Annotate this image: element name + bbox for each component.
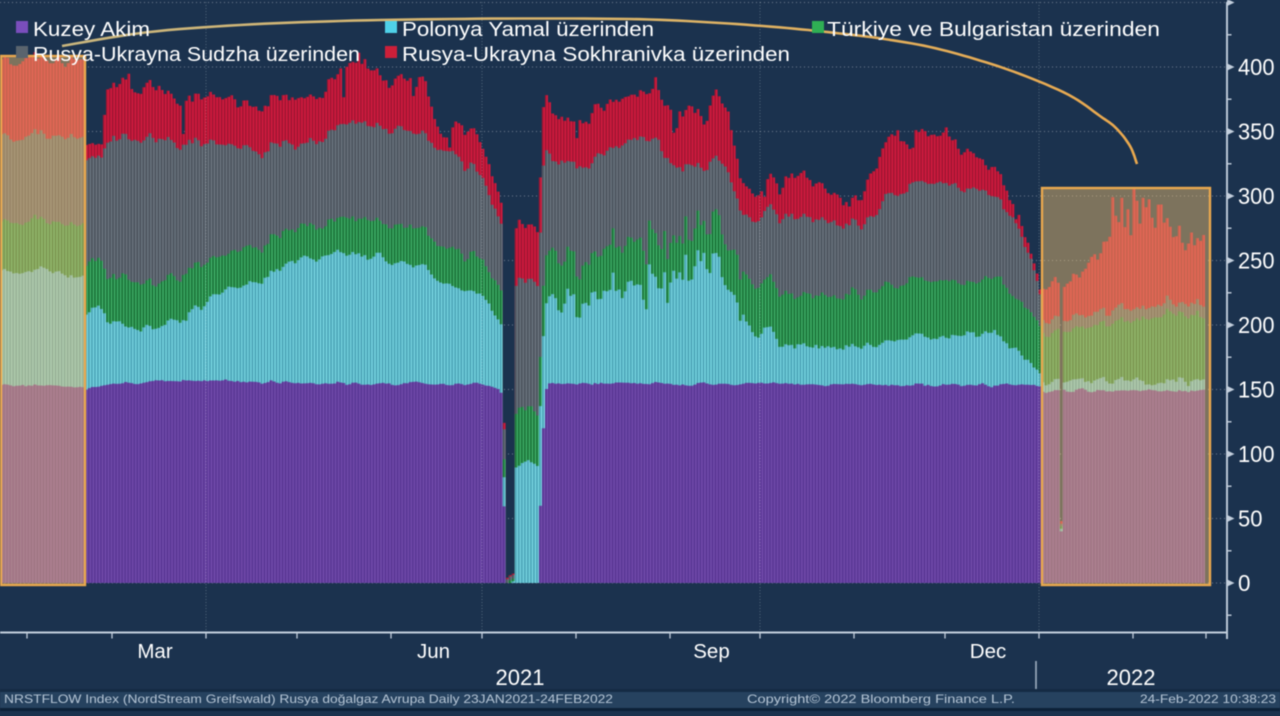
svg-text:2022: 2022: [1107, 665, 1156, 690]
svg-text:Türkiye ve Bulgaristan üzerind: Türkiye ve Bulgaristan üzerinden: [827, 18, 1160, 41]
svg-text:50: 50: [1238, 506, 1263, 532]
svg-text:300: 300: [1238, 183, 1275, 209]
svg-text:Polonya Yamal üzerinden: Polonya Yamal üzerinden: [402, 18, 654, 41]
svg-text:150: 150: [1238, 377, 1275, 403]
svg-text:Jun: Jun: [417, 640, 450, 663]
svg-text:250: 250: [1238, 248, 1275, 274]
svg-text:200: 200: [1238, 312, 1275, 338]
svg-text:Rusya-Ukrayna Sudzha üzerinden: Rusya-Ukrayna Sudzha üzerinden: [33, 43, 360, 66]
svg-text:Mar: Mar: [137, 640, 172, 663]
svg-text:Rusya-Ukrayna Sokhranivka üzer: Rusya-Ukrayna Sokhranivka üzerinden: [402, 43, 790, 66]
svg-text:NRSTFLOW Index (NordStream Gre: NRSTFLOW Index (NordStream Greifswald) R…: [4, 692, 613, 706]
svg-text:Sep: Sep: [693, 640, 729, 663]
svg-text:350: 350: [1238, 119, 1275, 145]
svg-text:100: 100: [1238, 441, 1275, 467]
svg-text:2021: 2021: [496, 665, 545, 690]
svg-text:Dec: Dec: [970, 640, 1006, 663]
svg-text:Kuzey Akim: Kuzey Akim: [33, 18, 150, 41]
svg-text:400: 400: [1238, 54, 1275, 80]
svg-text:24-Feb-2022 10:38:23: 24-Feb-2022 10:38:23: [1140, 692, 1276, 706]
svg-text:0: 0: [1238, 570, 1251, 596]
svg-text:Copyright© 2022 Bloomberg Fina: Copyright© 2022 Bloomberg Finance L.P.: [747, 692, 1015, 706]
